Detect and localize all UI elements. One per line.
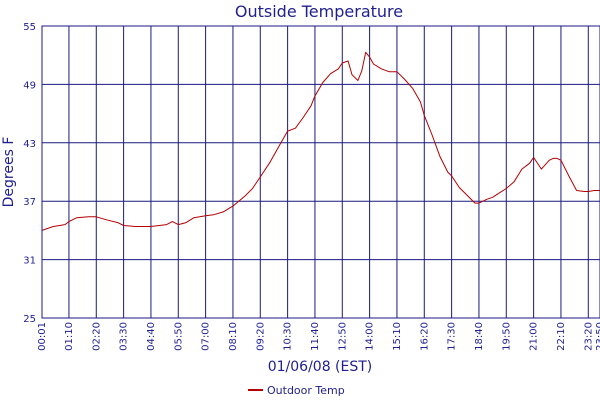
x-tick-label: 17:30 <box>447 322 458 351</box>
x-tick-label: 01:10 <box>64 322 75 351</box>
x-tick-labels: 00:01 01:10 02:20 03:30 04:40 05:50 07:00 08:10… <box>37 322 600 351</box>
x-tick-label: 23:20 <box>583 322 594 351</box>
x-tick-label: 08:10 <box>228 322 239 351</box>
chart-title: Outside Temperature <box>235 2 403 21</box>
x-tick-label: 15:10 <box>392 322 403 351</box>
x-tick-label: 11:40 <box>310 322 321 351</box>
x-axis-label: 01/06/08 (EST) <box>268 359 373 375</box>
x-tick-label: 19:50 <box>501 322 512 351</box>
legend-label: Outdoor Temp <box>267 384 345 397</box>
y-tick-label: 43 <box>23 139 36 150</box>
x-tick-label: 16:20 <box>419 322 430 351</box>
data-series <box>41 51 600 231</box>
y-tick-label: 37 <box>23 197 36 208</box>
x-tick-label: 21:00 <box>529 322 540 351</box>
y-tick-label: 25 <box>23 314 36 325</box>
y-tick-label: 31 <box>23 256 36 267</box>
x-tick-label: 10:30 <box>283 322 294 351</box>
x-tick-label: 14:00 <box>365 322 376 351</box>
x-tick-label: 23:50 <box>595 322 600 351</box>
x-tick-label: 22:10 <box>556 322 567 351</box>
x-tick-label: 09:20 <box>255 322 266 351</box>
gridlines <box>41 25 600 319</box>
y-tick-label: 55 <box>23 22 36 33</box>
x-tick-label: 07:00 <box>201 322 212 351</box>
x-tick-label: 03:30 <box>119 322 130 351</box>
y-axis-label: Degrees F <box>1 137 17 208</box>
legend: Outdoor Temp <box>248 384 345 397</box>
x-tick-label: 18:40 <box>474 322 485 351</box>
plot-frame <box>41 25 600 319</box>
series-line-outdoor-temp <box>41 51 600 231</box>
x-tick-label: 05:50 <box>173 322 184 351</box>
x-tick-label: 04:40 <box>146 322 157 351</box>
y-tick-labels: 25 31 37 43 49 55 <box>23 22 36 325</box>
x-tick-label: 02:20 <box>91 322 102 351</box>
y-tick-label: 49 <box>23 80 36 91</box>
x-tick-label: 12:50 <box>337 322 348 351</box>
x-tick-label: 00:01 <box>37 322 48 351</box>
